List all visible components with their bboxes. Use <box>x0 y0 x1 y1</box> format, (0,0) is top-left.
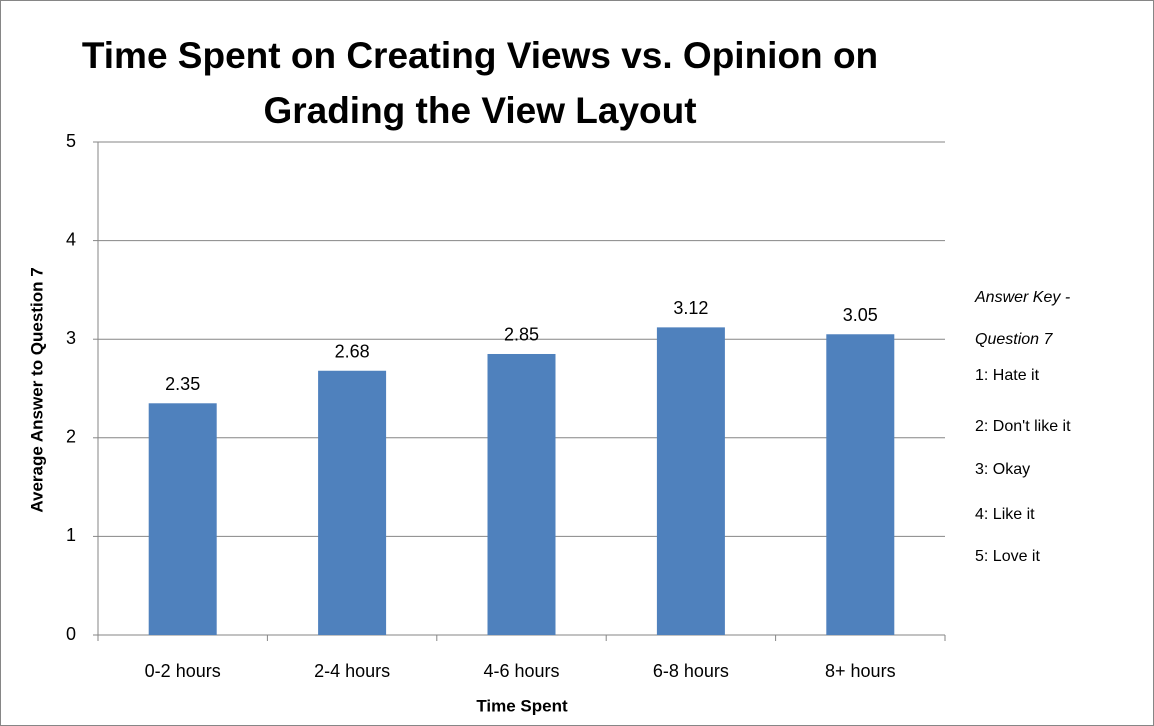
annotation: 3: Okay <box>975 461 1030 478</box>
x-tick-label: 8+ hours <box>825 661 896 681</box>
x-axis-title: Time Spent <box>476 696 568 715</box>
annotation: Question 7 <box>975 331 1053 348</box>
x-tick-label: 2-4 hours <box>314 661 390 681</box>
bar <box>148 403 217 635</box>
bar <box>487 353 556 635</box>
y-tick-label: 1 <box>66 525 76 545</box>
annotation: 1: Hate it <box>975 367 1040 384</box>
annotation: 2: Don't like it <box>975 418 1071 435</box>
x-tick-label: 0-2 hours <box>145 661 221 681</box>
annotation: 5: Love it <box>975 548 1040 565</box>
chart-title: Grading the View Layout <box>263 90 696 131</box>
y-tick-label: 5 <box>66 131 76 151</box>
data-label: 2.35 <box>165 374 200 394</box>
data-label: 2.68 <box>335 342 370 362</box>
bar <box>318 370 387 635</box>
y-tick-label: 4 <box>66 229 76 249</box>
x-tick-label: 4-6 hours <box>483 661 559 681</box>
y-axis-title: Average Answer to Question 7 <box>27 267 46 512</box>
annotation: Answer Key - <box>974 289 1070 306</box>
bar <box>656 327 725 635</box>
y-tick-label: 0 <box>66 624 76 644</box>
bar <box>826 334 895 635</box>
data-label: 3.12 <box>673 298 708 318</box>
y-tick-label: 2 <box>66 427 76 447</box>
y-tick-label: 3 <box>66 328 76 348</box>
x-tick-label: 6-8 hours <box>653 661 729 681</box>
chart-title: Time Spent on Creating Views vs. Opinion… <box>82 35 878 76</box>
data-label: 3.05 <box>843 305 878 325</box>
annotation: 4: Like it <box>975 506 1035 523</box>
data-label: 2.85 <box>504 325 539 345</box>
